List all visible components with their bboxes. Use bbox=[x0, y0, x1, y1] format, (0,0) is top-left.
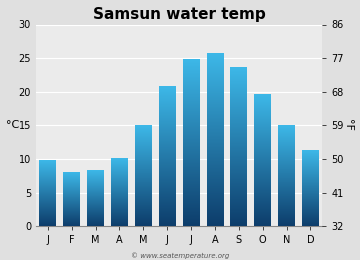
Y-axis label: °C: °C bbox=[6, 120, 19, 130]
Title: Samsun water temp: Samsun water temp bbox=[93, 7, 266, 22]
Text: © www.seatemperature.org: © www.seatemperature.org bbox=[131, 252, 229, 259]
Y-axis label: °F: °F bbox=[343, 119, 353, 131]
